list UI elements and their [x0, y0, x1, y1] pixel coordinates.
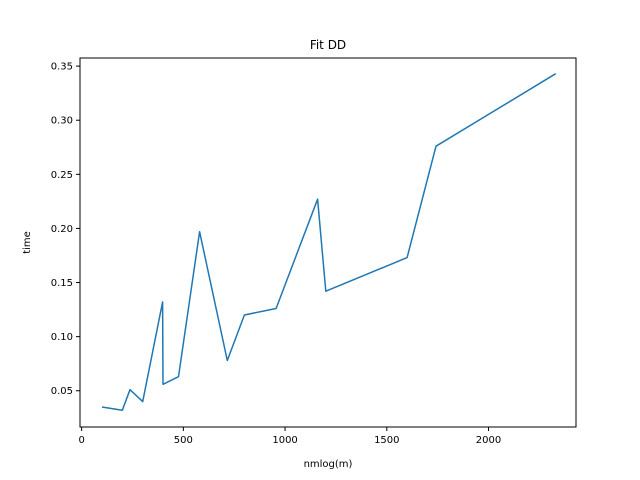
- y-axis-label: time: [22, 231, 33, 254]
- x-axis-label: nmlog(m): [304, 459, 353, 470]
- y-tick-label: 0.30: [51, 116, 73, 127]
- chart-title: Fit DD: [310, 38, 346, 52]
- y-tick-label: 0.25: [51, 170, 73, 181]
- series-line: [101, 73, 557, 411]
- y-tick-label: 0.20: [51, 224, 73, 235]
- x-tick-label: 2000: [476, 435, 501, 446]
- y-tick-label: 0.05: [51, 386, 73, 397]
- x-tick-label: 500: [174, 435, 193, 446]
- plot-frame: [79, 57, 577, 428]
- x-tick-label: 0: [78, 435, 84, 446]
- y-tick-label: 0.35: [51, 62, 73, 73]
- series-lines: [101, 73, 557, 411]
- x-tick-label: 1000: [272, 435, 297, 446]
- x-tick-label: 1500: [374, 435, 399, 446]
- axes: 0 500 1000 1500 2000 0.05 0.10 0.15 0.20 0.25 0.30…: [51, 62, 502, 446]
- y-tick-label: 0.15: [51, 278, 73, 289]
- y-tick-label: 0.10: [51, 332, 73, 343]
